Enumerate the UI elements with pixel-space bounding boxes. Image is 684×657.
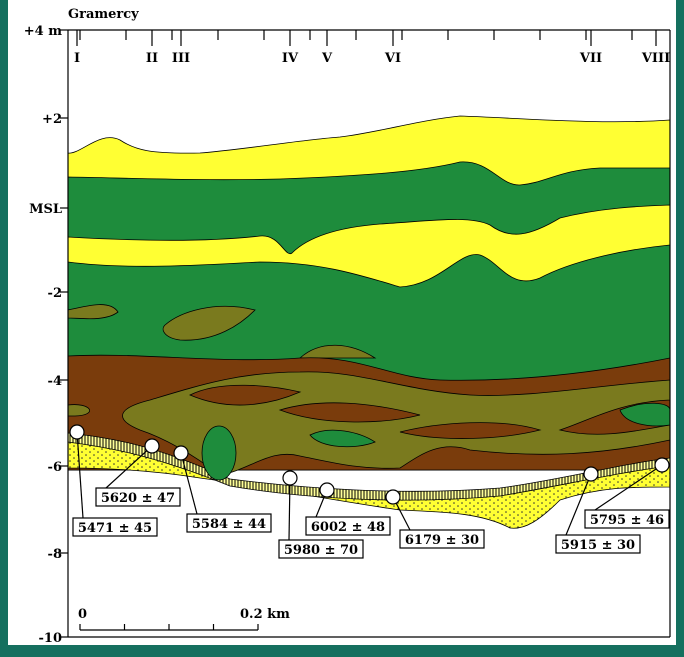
elevation-label: -10 bbox=[39, 631, 63, 646]
scale-end: 0.2 km bbox=[240, 607, 290, 622]
scale-start: 0 bbox=[78, 607, 87, 622]
sample-point bbox=[145, 439, 159, 453]
section-label: I bbox=[74, 51, 80, 66]
elevation-label: -6 bbox=[48, 460, 62, 475]
sample-point bbox=[584, 467, 598, 481]
date-label: 5620 ± 47 bbox=[101, 491, 175, 506]
elevation-label: +2 bbox=[42, 112, 62, 127]
sample-point bbox=[386, 490, 400, 504]
elevation-label: -8 bbox=[48, 547, 62, 562]
figure: Gramercy 0 0.2 km +4 m+2MSL-2-4-6-8-10II… bbox=[0, 0, 684, 653]
date-label: 6179 ± 30 bbox=[405, 533, 479, 548]
section-label: V bbox=[321, 51, 333, 66]
sample-point bbox=[70, 425, 84, 439]
sample-point bbox=[283, 471, 297, 485]
date-label: 5471 ± 45 bbox=[78, 521, 152, 536]
sample-point bbox=[174, 446, 188, 460]
date-label: 5584 ± 44 bbox=[192, 517, 266, 532]
section-label: VII bbox=[579, 51, 602, 66]
date-label: 5795 ± 46 bbox=[590, 513, 664, 528]
elevation-label: +4 m bbox=[24, 24, 62, 39]
section-label: VI bbox=[384, 51, 401, 66]
strata bbox=[68, 116, 670, 528]
sample-point bbox=[655, 458, 669, 472]
title: Gramercy bbox=[68, 7, 139, 22]
date-label: 5915 ± 30 bbox=[561, 538, 635, 553]
elevation-label: -4 bbox=[48, 374, 62, 389]
section-label: III bbox=[172, 51, 190, 66]
section-label: VIII bbox=[641, 51, 670, 66]
date-label: 6002 ± 48 bbox=[311, 520, 385, 535]
section-label: IV bbox=[282, 51, 299, 66]
date-label: 5980 ± 70 bbox=[284, 543, 358, 558]
elevation-label: -2 bbox=[48, 286, 62, 301]
sample-point bbox=[320, 483, 334, 497]
elevation-label: MSL bbox=[29, 202, 62, 217]
section-label: II bbox=[146, 51, 158, 66]
